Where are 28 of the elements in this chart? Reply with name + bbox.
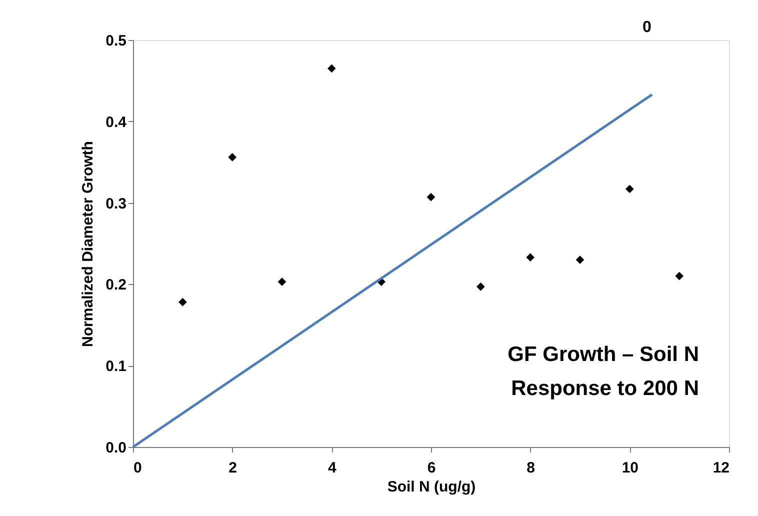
- point: [327, 64, 336, 73]
- x-tick-label: 10: [622, 460, 639, 476]
- point: [625, 184, 634, 194]
- y-tick-label: 0.4: [106, 114, 128, 131]
- point: [228, 153, 237, 162]
- y-tick-label: 0.3: [106, 195, 126, 212]
- x-tick-label: 2: [228, 460, 238, 476]
- point: [278, 278, 286, 286]
- x-tick-label: 12: [712, 460, 730, 476]
- y-axis-title: Normalized Diameter Growth: [80, 141, 97, 347]
- x-axis-title: Soil N (ug/g): [387, 478, 476, 496]
- y-tick-label: 0.1: [106, 358, 126, 376]
- y-tick-label: 0.5: [106, 32, 126, 50]
- point: [178, 298, 187, 306]
- x-tick-label: 0: [134, 460, 142, 476]
- point: [526, 253, 535, 262]
- point: [476, 282, 485, 291]
- x-tick-label: 6: [427, 460, 436, 476]
- x-tick-label: 4: [328, 460, 337, 476]
- y-tick-label: 0.0: [106, 440, 126, 456]
- point: [576, 256, 584, 264]
- text: 0: [642, 19, 652, 36]
- point: [675, 272, 684, 280]
- annotation: Response to 200 N: [511, 377, 699, 400]
- point: [426, 192, 436, 202]
- y-tick-label: 0.2: [106, 276, 126, 294]
- annotation: GF Growth – Soil N: [508, 343, 699, 366]
- x-tick-label: 8: [526, 460, 536, 476]
